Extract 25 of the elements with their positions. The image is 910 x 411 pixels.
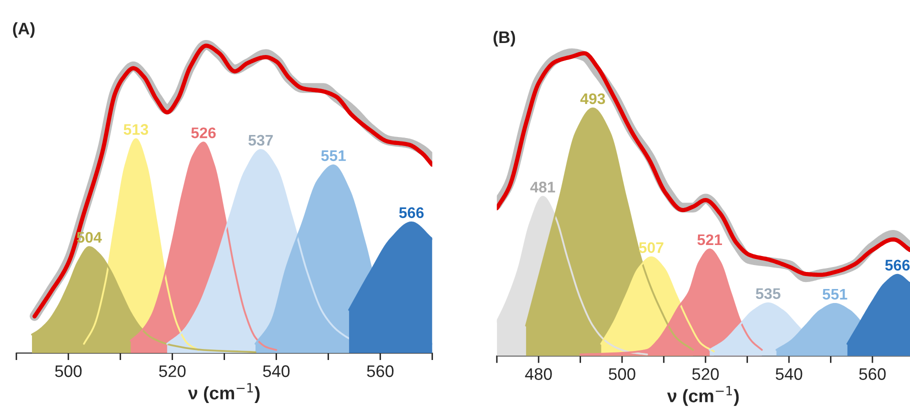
series-label: 566	[399, 207, 424, 218]
series-label: 481	[530, 182, 556, 193]
x-tick-label: 500	[55, 365, 82, 378]
series-label: 521	[697, 234, 722, 246]
series-label: 513	[124, 124, 148, 135]
x-tick-label: 520	[692, 368, 719, 380]
series-label: 537	[248, 134, 273, 146]
x-axis-title: ν (cm$^{−1}$)	[667, 386, 739, 406]
series-label: 551	[822, 288, 848, 300]
x-tick-label: 540	[263, 365, 290, 378]
x-tick-label: 500	[608, 368, 636, 380]
series-label: 551	[321, 150, 346, 162]
x-tick-label: 480	[525, 368, 552, 380]
x-tick-label: 540	[776, 368, 802, 380]
series-label: 507	[638, 242, 664, 254]
series-label: 535	[756, 288, 780, 300]
chart-title: (B)	[494, 30, 516, 46]
x-tick-label: 560	[859, 368, 886, 380]
chart-title: (A)	[13, 22, 35, 38]
series-label: 526	[191, 127, 216, 138]
x-tick-label: 560	[367, 365, 394, 378]
x-tick-label: 520	[159, 365, 186, 378]
series-label: 566	[885, 260, 910, 271]
series-label: 493	[580, 93, 606, 104]
x-axis-title: ν (cm$^{−1}$)	[188, 383, 260, 404]
